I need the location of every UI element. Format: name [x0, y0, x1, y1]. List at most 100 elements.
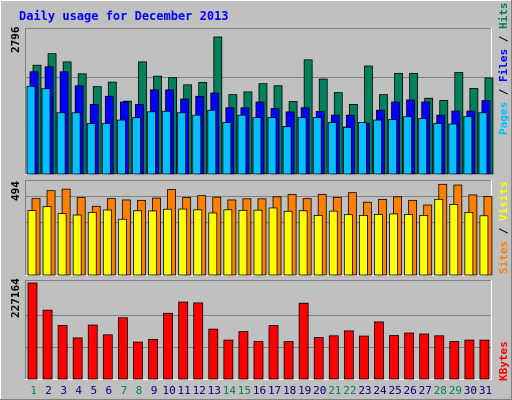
pages-bar	[86, 123, 96, 175]
kbytes-bar	[57, 324, 68, 380]
pages-bar	[192, 114, 202, 175]
kbytes-max-label: 227164	[9, 278, 22, 318]
pages-bar	[26, 85, 36, 175]
pages-files-hits-panel	[25, 28, 494, 175]
sites-visits-panel	[25, 180, 493, 276]
day-label: 6	[106, 384, 113, 397]
sites-bar	[27, 210, 37, 276]
sites-bar	[449, 204, 459, 276]
legend-kbytes: KBytes	[497, 341, 510, 381]
hits-max-label: 2796	[9, 26, 22, 53]
day-label: 26	[404, 384, 417, 397]
pages-bar	[358, 122, 367, 175]
kbytes-bar	[72, 337, 83, 380]
pages-bar	[162, 110, 171, 175]
day-label: 15	[238, 384, 251, 397]
day-label: 3	[60, 384, 67, 397]
day-label: 20	[313, 384, 326, 397]
kbytes-bar	[253, 341, 264, 380]
day-label: 1	[30, 384, 37, 397]
kbytes-bar	[208, 328, 219, 380]
sites-bar	[117, 218, 127, 276]
pages-bar	[433, 123, 443, 175]
sites-bar	[343, 214, 353, 276]
legend-pages: Pages	[497, 102, 510, 135]
sites-bar	[404, 214, 414, 276]
kbytes-bar	[479, 339, 490, 380]
pages-bar	[237, 114, 247, 175]
pages-bar	[478, 112, 488, 175]
sites-bar	[298, 210, 308, 276]
sites-bar	[479, 215, 489, 276]
sites-bar	[148, 210, 157, 276]
kbytes-bar	[178, 301, 189, 380]
day-label: 22	[343, 384, 356, 397]
day-label: 23	[358, 384, 371, 397]
pages-bar	[101, 123, 111, 175]
day-label: 8	[136, 384, 143, 397]
kbytes-bar	[133, 341, 143, 380]
day-label: 9	[151, 384, 158, 397]
sites-bar	[313, 215, 323, 276]
day-label: 19	[298, 384, 311, 397]
day-label: 31	[479, 384, 492, 397]
day-labels: 1 2 3 4 5 6 7 8 9 10 11 12 13 14 15 16 17 18 19 20 21 22 23 24 2…	[30, 384, 492, 397]
kbytes-bar	[163, 312, 173, 380]
legend-hits: Hits	[497, 3, 510, 30]
kbytes-bar	[464, 339, 475, 380]
kbytes-bar	[268, 325, 279, 380]
sites-bar	[87, 212, 97, 276]
pages-bar	[297, 117, 307, 175]
sites-bar	[223, 209, 233, 276]
kbytes-bar	[343, 330, 354, 380]
pages-bar	[267, 117, 277, 175]
day-label: 13	[208, 384, 221, 397]
sites-bar	[193, 209, 203, 276]
day-label: 21	[328, 384, 341, 397]
pages-bar	[463, 116, 473, 175]
sites-bar	[238, 209, 248, 276]
sites-bar	[57, 213, 67, 276]
visits-max-label: 494	[9, 181, 22, 201]
kbytes-bar	[374, 321, 384, 380]
kbytes-bar	[283, 341, 294, 380]
pages-bar	[327, 122, 337, 175]
day-label: 17	[268, 384, 281, 397]
pages-bar	[71, 112, 81, 175]
sites-bar	[374, 214, 383, 276]
day-label: 12	[193, 384, 206, 397]
pages-bar	[342, 127, 352, 175]
day-label: 14	[223, 384, 237, 397]
kbytes-bar	[313, 337, 324, 380]
pages-bar	[312, 117, 322, 175]
pages-bar	[147, 111, 156, 175]
pages-bar	[403, 116, 413, 175]
pages-bar	[418, 118, 428, 175]
pages-bar	[373, 119, 382, 175]
day-label: 27	[419, 384, 432, 397]
day-label: 4	[75, 384, 82, 397]
kbytes-bar	[298, 302, 309, 380]
sites-bar	[359, 215, 368, 276]
kbytes-bar	[42, 309, 53, 380]
kbytes-bar	[389, 335, 399, 380]
kbytes-bar	[449, 341, 460, 380]
day-label: 10	[162, 384, 175, 397]
sites-bar	[72, 214, 82, 276]
kbytes-bar	[404, 332, 415, 380]
main-panel-legend: Pages / Files / Hits	[497, 3, 510, 136]
kbytes-bar	[87, 324, 98, 380]
pages-bar	[388, 119, 397, 175]
pages-bar	[116, 119, 126, 175]
pages-bar	[448, 123, 458, 175]
sites-bar	[268, 207, 278, 276]
day-label: 11	[178, 384, 191, 397]
day-label: 2	[45, 384, 52, 397]
visits-panel-legend: Sites / Visits	[497, 181, 510, 274]
kbytes-bar	[238, 331, 249, 380]
pages-bar	[177, 112, 187, 175]
sites-bar	[163, 208, 172, 276]
kbytes-bar	[419, 333, 430, 380]
legend-sites: Sites	[497, 241, 510, 274]
legend-visits: Visits	[497, 181, 510, 221]
